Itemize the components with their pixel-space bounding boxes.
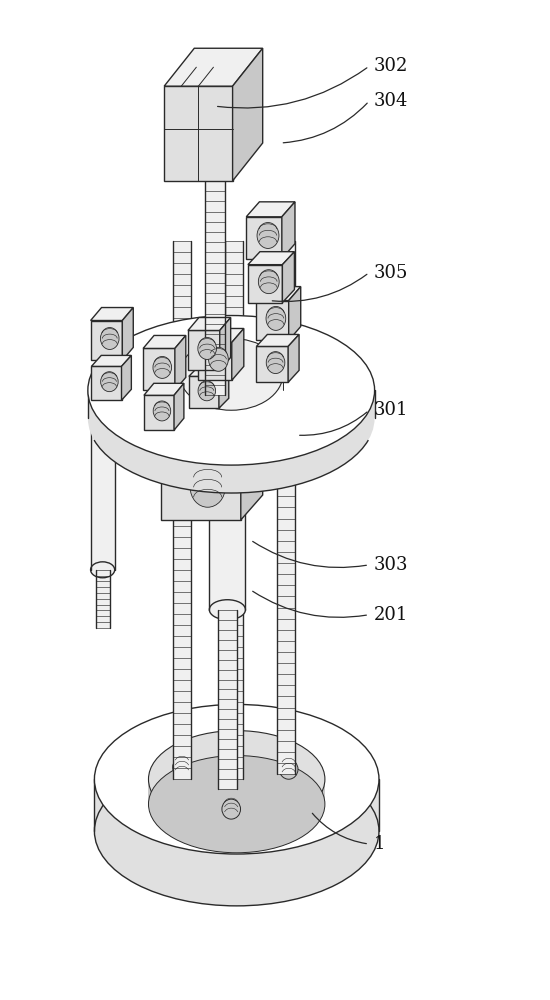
Text: 304: 304 [373,92,408,110]
Polygon shape [143,335,186,348]
Polygon shape [256,346,288,382]
Polygon shape [218,610,237,789]
Ellipse shape [91,392,114,408]
Ellipse shape [279,759,298,779]
Ellipse shape [91,562,114,578]
Polygon shape [256,287,301,301]
Polygon shape [91,366,122,400]
Ellipse shape [198,381,216,401]
Polygon shape [248,265,282,303]
Polygon shape [219,366,229,408]
Ellipse shape [173,757,191,777]
Ellipse shape [258,270,279,294]
Ellipse shape [101,372,118,392]
Polygon shape [198,342,232,380]
Ellipse shape [101,328,119,349]
Polygon shape [180,374,283,390]
Ellipse shape [210,390,245,410]
Polygon shape [277,241,295,774]
Polygon shape [91,355,131,366]
Ellipse shape [266,352,285,374]
Polygon shape [282,252,294,303]
Polygon shape [205,181,224,395]
Polygon shape [91,400,114,570]
Polygon shape [164,48,263,86]
Polygon shape [282,202,295,259]
Text: 305: 305 [373,264,408,282]
Ellipse shape [148,756,325,853]
Polygon shape [122,355,131,400]
Polygon shape [122,308,133,360]
Polygon shape [288,334,299,382]
Polygon shape [96,570,110,628]
Polygon shape [91,320,122,360]
Ellipse shape [153,401,170,421]
Polygon shape [220,318,230,370]
Polygon shape [173,241,191,779]
Ellipse shape [210,390,245,410]
Ellipse shape [266,306,286,330]
Ellipse shape [198,338,217,359]
Polygon shape [144,383,184,395]
Ellipse shape [222,799,240,819]
Polygon shape [144,395,174,430]
Text: 301: 301 [373,401,408,419]
Polygon shape [175,335,186,390]
Polygon shape [232,328,244,380]
Ellipse shape [88,316,375,465]
Ellipse shape [180,338,283,410]
Polygon shape [289,287,301,340]
Polygon shape [256,334,299,346]
Polygon shape [164,86,233,181]
Polygon shape [248,252,294,265]
Polygon shape [246,217,282,259]
Ellipse shape [95,704,379,854]
Polygon shape [210,400,245,610]
Ellipse shape [148,731,325,828]
Polygon shape [225,241,243,779]
Ellipse shape [208,347,228,371]
Polygon shape [188,318,230,330]
Ellipse shape [153,356,172,378]
Polygon shape [241,437,263,520]
Polygon shape [162,437,263,462]
Polygon shape [189,376,219,408]
Ellipse shape [257,223,279,248]
Polygon shape [143,348,175,390]
Polygon shape [256,301,289,340]
Ellipse shape [94,385,111,399]
Ellipse shape [190,467,225,507]
Polygon shape [233,48,263,181]
Text: 201: 201 [373,606,408,624]
Polygon shape [95,779,379,831]
Text: 1: 1 [373,835,385,853]
Text: 302: 302 [373,57,408,75]
Polygon shape [91,308,133,320]
Ellipse shape [210,600,245,620]
Polygon shape [88,390,375,418]
Polygon shape [148,779,325,804]
Polygon shape [189,366,229,376]
Polygon shape [162,462,241,520]
Ellipse shape [95,756,379,906]
Polygon shape [174,383,184,430]
Polygon shape [246,202,295,217]
Text: 303: 303 [373,556,408,574]
Polygon shape [188,330,220,370]
Ellipse shape [88,343,375,493]
Polygon shape [198,328,244,342]
